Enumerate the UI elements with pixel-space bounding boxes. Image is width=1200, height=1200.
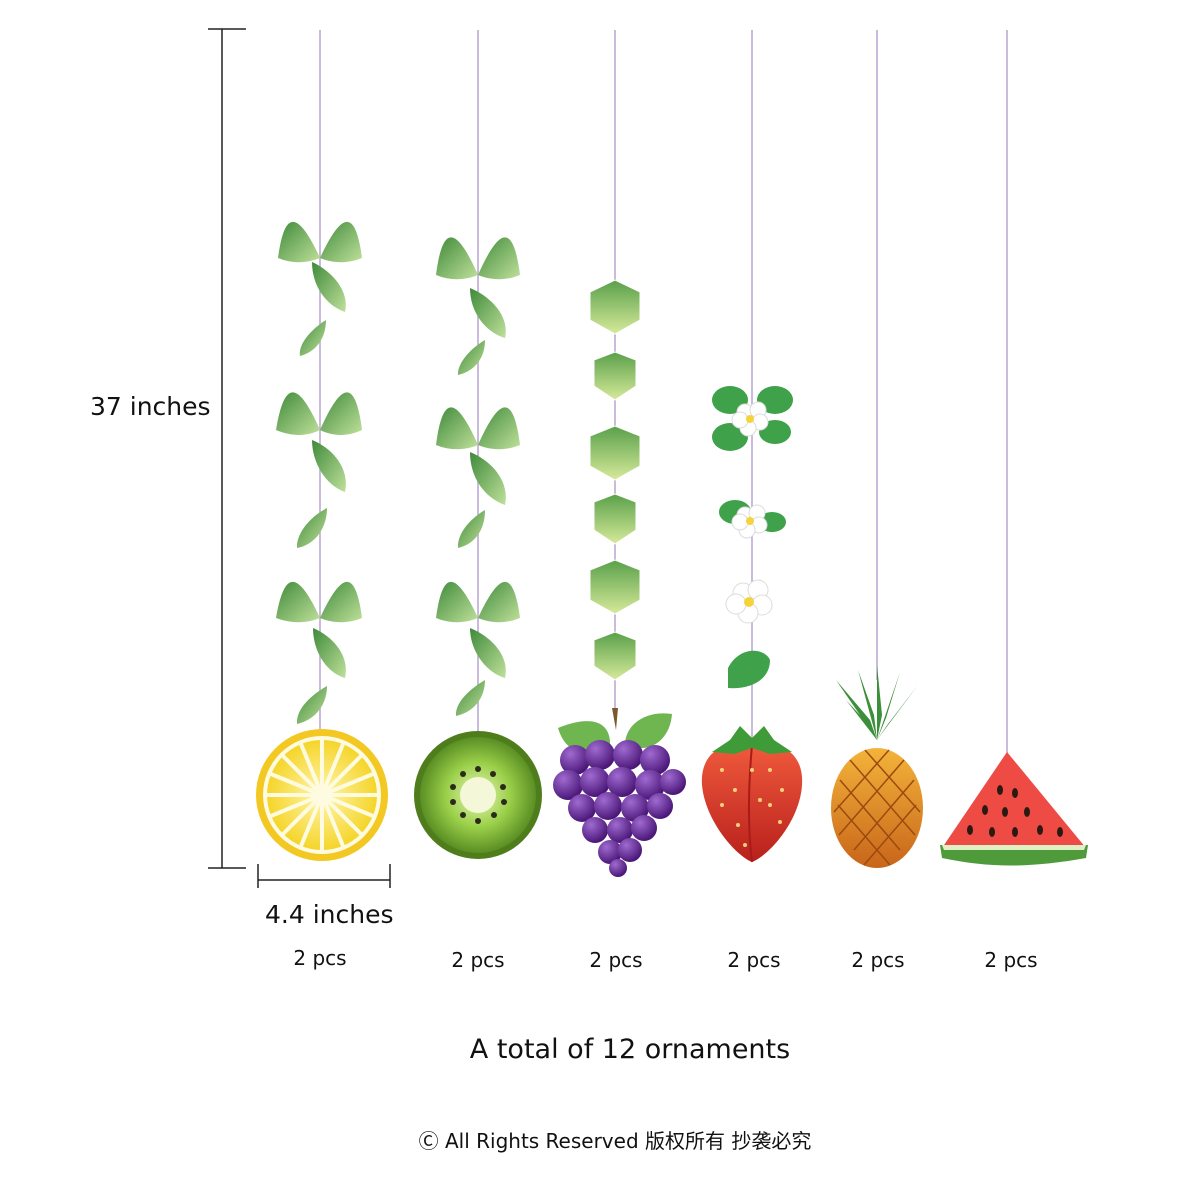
copyright-notice: Ⓒ All Rights Reserved 版权所有 抄袭必究 <box>418 1129 812 1153</box>
height-dimension-marker <box>208 28 246 869</box>
width-label: 4.4 inches <box>265 900 394 929</box>
strawberry-icon <box>701 726 803 863</box>
watermelon-icon <box>940 752 1088 866</box>
grape-quantity: 2 pcs <box>589 948 643 972</box>
width-dimension-marker <box>257 864 391 888</box>
leaf-vine-strand <box>276 221 362 724</box>
hanging-strings <box>319 30 1008 800</box>
strawberry-flower-strand <box>712 386 793 689</box>
kiwi-icon <box>414 731 542 859</box>
kiwi-quantity: 2 pcs <box>451 948 505 972</box>
lemon-icon <box>256 729 388 861</box>
watermelon-quantity: 2 pcs <box>984 948 1038 972</box>
height-label: 37 inches <box>90 392 211 421</box>
strawberry-quantity: 2 pcs <box>727 948 781 972</box>
grape-leaf-strand <box>589 279 641 681</box>
pineapple-icon <box>831 665 923 868</box>
leaf-vine-strand <box>436 237 520 716</box>
total-ornaments-label: A total of 12 ornaments <box>469 1034 791 1065</box>
lemon-quantity: 2 pcs <box>293 946 347 970</box>
pineapple-quantity: 2 pcs <box>851 948 905 972</box>
grape-icon <box>553 708 686 877</box>
